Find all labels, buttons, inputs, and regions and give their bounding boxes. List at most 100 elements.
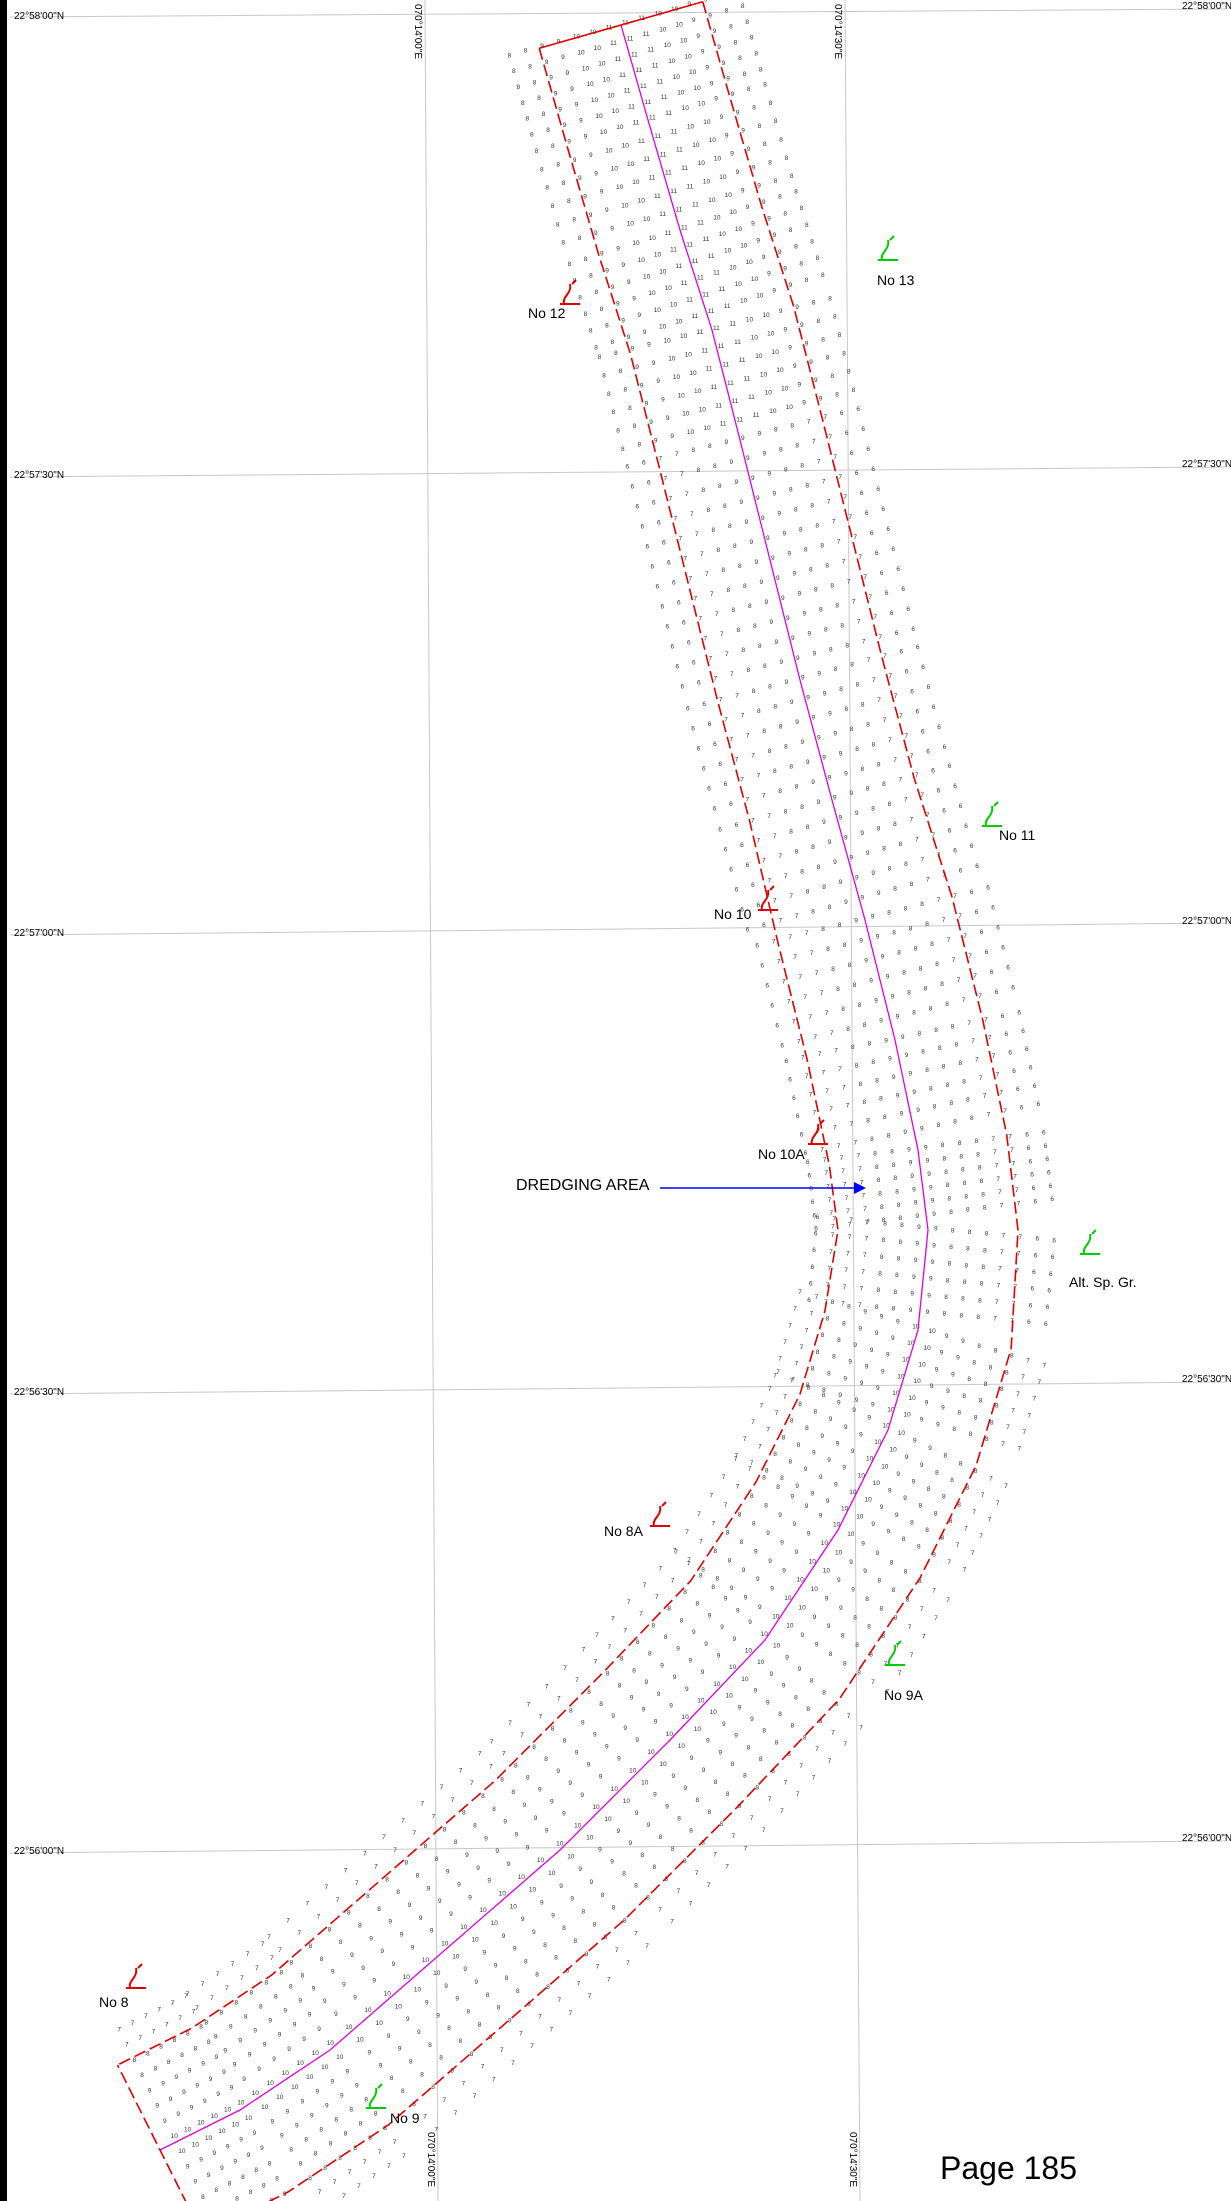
sounding-value: 9 bbox=[598, 1847, 602, 1854]
sounding-value: 9 bbox=[910, 1291, 914, 1298]
sounding-value: 6 bbox=[845, 430, 849, 437]
sounding-value: 9 bbox=[653, 1792, 657, 1799]
sounding-value: 7 bbox=[809, 1091, 813, 1098]
sounding-value: 6 bbox=[647, 480, 651, 487]
sounding-value: 9 bbox=[867, 1415, 871, 1422]
sounding-value: 6 bbox=[713, 805, 717, 812]
sounding-value: 11 bbox=[711, 384, 718, 391]
sounding-value: 10 bbox=[741, 1676, 749, 1683]
sounding-value: 9 bbox=[909, 1070, 913, 1077]
sounding-value: 8 bbox=[574, 1938, 578, 1945]
sounding-value: 8 bbox=[299, 2161, 303, 2168]
sounding-value: 10 bbox=[892, 1390, 900, 1397]
sounding-value: 10 bbox=[898, 1430, 906, 1437]
sounding-value: 9 bbox=[652, 360, 656, 367]
sounding-value: 10 bbox=[698, 101, 706, 108]
sounding-value: 7 bbox=[988, 1517, 992, 1524]
sounding-value: 9 bbox=[912, 1274, 916, 1281]
sounding-value: 7 bbox=[837, 538, 841, 545]
sounding-value: 9 bbox=[287, 2046, 291, 2053]
sounding-value: 8 bbox=[912, 1009, 916, 1016]
sounding-value: 10 bbox=[178, 2148, 186, 2155]
sounding-value: 10 bbox=[719, 174, 727, 181]
lon-label-bottom-1: 070°14'00"E bbox=[425, 2132, 436, 2188]
sounding-value: 7 bbox=[831, 1232, 835, 1239]
sounding-value: 8 bbox=[776, 1484, 780, 1491]
sounding-value: 9 bbox=[342, 1982, 346, 1989]
sounding-value: 11 bbox=[640, 83, 647, 90]
sounding-value: 9 bbox=[610, 225, 614, 232]
sounding-value: 8 bbox=[544, 1756, 548, 1763]
sounding-value: 7 bbox=[952, 957, 956, 964]
sounding-value: 9 bbox=[905, 1052, 909, 1059]
sounding-value: 8 bbox=[893, 821, 897, 828]
sounding-value: 8 bbox=[843, 1660, 847, 1667]
sounding-value: 9 bbox=[476, 1865, 480, 1872]
sounding-value: 8 bbox=[866, 1118, 870, 1125]
sounding-value: 10 bbox=[735, 281, 743, 288]
sounding-value: 9 bbox=[896, 1318, 900, 1325]
sounding-value: 8 bbox=[871, 806, 875, 813]
sounding-value: 8 bbox=[976, 1314, 980, 1321]
sounding-value: 8 bbox=[837, 1337, 841, 1344]
sounding-value: 7 bbox=[595, 1632, 599, 1639]
sounding-value: 6 bbox=[755, 942, 759, 949]
sounding-value: 10 bbox=[261, 2104, 269, 2111]
sounding-value: 8 bbox=[978, 1165, 982, 1172]
sounding-value: 8 bbox=[890, 1559, 894, 1566]
sounding-value: 7 bbox=[423, 2114, 427, 2121]
sounding-value: 7 bbox=[735, 692, 739, 699]
sounding-value: 8 bbox=[967, 1376, 971, 1383]
sounding-value: 7 bbox=[778, 853, 782, 860]
sounding-value: 8 bbox=[798, 1401, 802, 1408]
sounding-value: 8 bbox=[454, 1839, 458, 1846]
sounding-value: 8 bbox=[794, 244, 798, 251]
sounding-value: 9 bbox=[886, 974, 890, 981]
sounding-value: 7 bbox=[807, 418, 811, 425]
sounding-value: 10 bbox=[621, 202, 629, 209]
sounding-value: 7 bbox=[768, 1796, 772, 1803]
sounding-value: 8 bbox=[822, 1387, 826, 1394]
sounding-value: 9 bbox=[850, 855, 854, 862]
sounding-value: 7 bbox=[886, 1689, 890, 1696]
sounding-value: 7 bbox=[530, 2043, 534, 2050]
sounding-value: 7 bbox=[627, 1599, 631, 1606]
sounding-value: 8 bbox=[820, 542, 824, 549]
sounding-value: 8 bbox=[334, 2117, 338, 2124]
sounding-value: 8 bbox=[584, 256, 588, 263]
sounding-value: 8 bbox=[589, 328, 593, 335]
sounding-value: 9 bbox=[590, 1879, 594, 1886]
sounding-value: 7 bbox=[387, 2163, 391, 2170]
sounding-value: 7 bbox=[863, 574, 867, 581]
sounding-value: 8 bbox=[880, 1605, 884, 1612]
sounding-value: 8 bbox=[789, 487, 793, 494]
sounding-value: 9 bbox=[860, 1380, 864, 1387]
station-label-no8: No 8 bbox=[99, 1994, 129, 2010]
sounding-value: 10 bbox=[638, 198, 646, 205]
sounding-value: 8 bbox=[892, 1162, 896, 1169]
sounding-value: 6 bbox=[855, 470, 859, 477]
sounding-value: 10 bbox=[623, 1798, 631, 1805]
sounding-value: 9 bbox=[446, 1869, 450, 1876]
sounding-value: 8 bbox=[900, 1222, 904, 1229]
sounding-value: 7 bbox=[776, 1369, 780, 1376]
sounding-value: 8 bbox=[836, 986, 840, 993]
sounding-value: 8 bbox=[858, 1002, 862, 1009]
sounding-value: 7 bbox=[432, 1814, 436, 1821]
station-icon bbox=[366, 2083, 386, 2109]
sounding-value: 8 bbox=[289, 2147, 293, 2154]
sounding-value: 9 bbox=[833, 859, 837, 866]
sounding-value: 8 bbox=[734, 39, 738, 46]
sounding-value: 8 bbox=[838, 922, 842, 929]
sounding-value: 6 bbox=[697, 680, 701, 687]
sounding-value: 8 bbox=[364, 2097, 368, 2104]
sounding-value: 10 bbox=[632, 240, 640, 247]
sounding-value: 10 bbox=[384, 1991, 392, 1998]
sounding-value: 7 bbox=[843, 1284, 847, 1291]
sounding-value: 9 bbox=[927, 1292, 931, 1299]
sounding-value: 9 bbox=[870, 1347, 874, 1354]
sounding-value: 8 bbox=[882, 1217, 886, 1224]
sounding-value: 8 bbox=[733, 543, 737, 550]
sounding-value: 7 bbox=[372, 2173, 376, 2180]
sounding-value: 7 bbox=[979, 1533, 983, 1540]
